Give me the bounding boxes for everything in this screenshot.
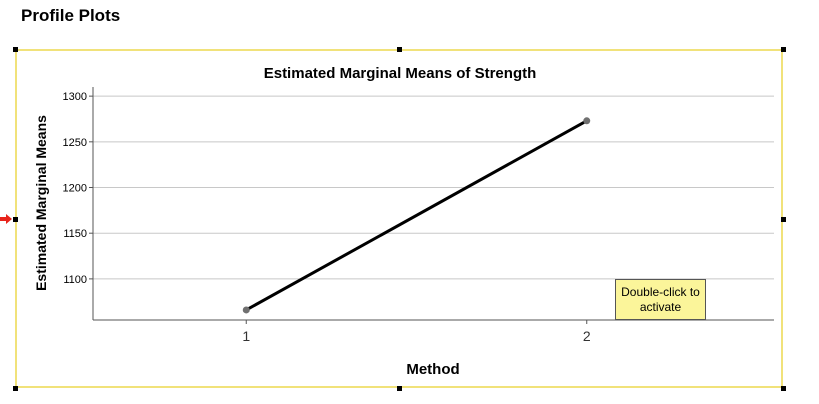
y-axis-label: Estimated Marginal Means: [33, 115, 49, 291]
double-click-tooltip: Double-click to activate: [615, 279, 706, 320]
gridlines: [93, 95, 774, 280]
section-title: Profile Plots: [21, 6, 121, 25]
resize-handle-bottom-right[interactable]: [781, 386, 786, 391]
resize-handle-top-middle[interactable]: [397, 47, 402, 52]
resize-handle-top-right[interactable]: [781, 47, 786, 52]
resize-handle-middle-right[interactable]: [781, 217, 786, 222]
y-tick-label: 1200: [63, 183, 87, 195]
data-point-2: [583, 117, 591, 125]
resize-handle-bottom-middle[interactable]: [397, 386, 402, 391]
x-axis-label: Method: [406, 361, 459, 378]
resize-handle-middle-left[interactable]: [13, 217, 18, 222]
x-tick-label: 1: [242, 328, 250, 344]
resize-handle-top-left[interactable]: [13, 47, 18, 52]
red-arrow-icon: [0, 214, 12, 224]
y-tick-labels: 1100 1150 1200 1250 1300: [63, 91, 93, 286]
y-tick-label: 1250: [63, 137, 87, 149]
series-layer: [242, 117, 591, 314]
series-line: [245, 119, 588, 312]
resize-handle-bottom-left[interactable]: [13, 386, 18, 391]
chart-title: Estimated Marginal Means of Strength: [264, 65, 537, 82]
y-tick-label: 1150: [63, 228, 87, 240]
x-tick-label: 2: [583, 328, 591, 344]
y-tick-label: 1300: [63, 91, 87, 103]
y-tick-label: 1100: [63, 274, 87, 286]
data-point-1: [242, 306, 250, 314]
